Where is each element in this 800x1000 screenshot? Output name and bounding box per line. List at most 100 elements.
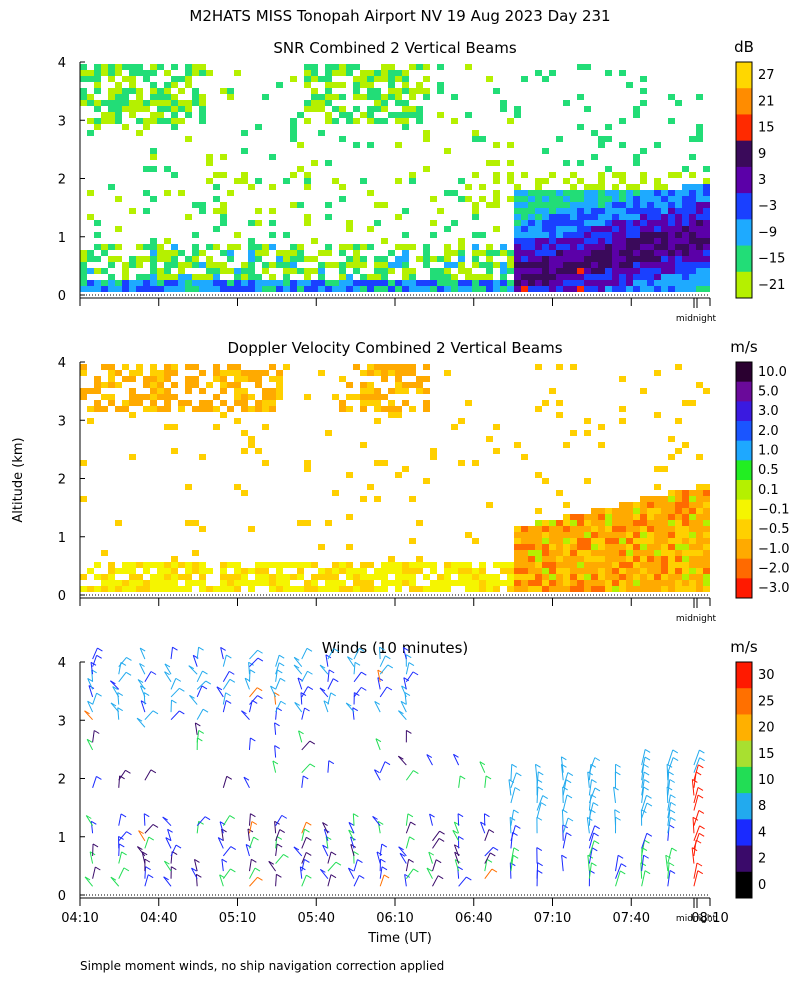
data-cell <box>563 538 570 544</box>
wind-barb-flag <box>230 846 237 850</box>
data-cell <box>605 124 612 130</box>
wind-barb <box>170 687 180 698</box>
data-cell <box>234 562 241 568</box>
data-cell <box>80 76 87 82</box>
data-cell <box>633 526 640 532</box>
data-cell <box>395 94 402 100</box>
data-cell <box>570 430 577 436</box>
data-cell <box>472 208 479 214</box>
data-cell <box>528 526 535 532</box>
data-cell <box>290 268 297 274</box>
data-cell <box>192 70 199 76</box>
wind-barb <box>248 813 251 826</box>
data-cell <box>409 244 416 250</box>
data-cell <box>178 268 185 274</box>
data-cell <box>129 394 136 400</box>
data-cell <box>682 256 689 262</box>
data-cell <box>374 364 381 370</box>
wind-barb-flag <box>594 825 600 830</box>
data-cell <box>563 286 570 292</box>
wind-barb <box>352 813 355 826</box>
data-cell <box>129 100 136 106</box>
wind-barb-flag <box>592 847 598 852</box>
data-cell <box>654 550 661 556</box>
wind-barb <box>222 700 227 713</box>
data-cell <box>388 568 395 574</box>
data-cell <box>633 550 640 556</box>
data-cell <box>423 256 430 262</box>
wind-barb <box>588 787 596 804</box>
wind-barb-flag <box>125 671 132 676</box>
data-cell <box>374 88 381 94</box>
data-cell <box>556 202 563 208</box>
wind-barb-flag <box>167 828 173 833</box>
data-cell <box>227 286 234 292</box>
data-cell <box>626 544 633 550</box>
colorbar-swatch <box>736 499 752 520</box>
data-cell <box>206 280 213 286</box>
data-cell <box>115 520 122 526</box>
data-cell <box>374 202 381 208</box>
data-cell <box>360 400 367 406</box>
data-cell <box>108 382 115 388</box>
data-cell <box>661 574 668 580</box>
wind-barb-flag <box>141 851 148 856</box>
data-cell <box>577 574 584 580</box>
data-cell <box>360 112 367 118</box>
data-cell <box>255 178 262 184</box>
data-cell <box>220 88 227 94</box>
data-cell <box>507 562 514 568</box>
midnight-label: midnight <box>676 314 717 324</box>
data-cell <box>577 232 584 238</box>
data-cell <box>290 136 297 142</box>
data-cell <box>115 568 122 574</box>
data-cell <box>535 232 542 238</box>
data-cell <box>626 202 633 208</box>
data-cell <box>143 244 150 250</box>
data-cell <box>325 82 332 88</box>
data-cell <box>164 388 171 394</box>
wind-barb <box>536 795 544 811</box>
wind-barb <box>588 840 595 857</box>
data-cell <box>115 286 122 292</box>
y-tick-label: 3 <box>58 414 66 429</box>
wind-barb-flag <box>110 876 117 881</box>
data-cell <box>633 562 640 568</box>
data-cell <box>675 574 682 580</box>
data-cell <box>248 256 255 262</box>
data-cell <box>402 466 409 472</box>
colorbar-swatch <box>736 662 752 689</box>
wind-barb <box>319 664 329 675</box>
data-cell <box>318 268 325 274</box>
data-cell <box>171 94 178 100</box>
data-cell <box>514 442 521 448</box>
data-cell <box>248 262 255 268</box>
data-cell <box>640 190 647 196</box>
data-cell <box>213 394 220 400</box>
data-cell <box>423 64 430 70</box>
wind-barb-flag <box>488 829 495 834</box>
wind-barb-flag <box>330 851 337 856</box>
data-cell <box>675 280 682 286</box>
data-cell <box>682 520 689 526</box>
data-cell <box>269 280 276 286</box>
wind-barb <box>222 654 227 667</box>
data-cell <box>486 502 493 508</box>
wind-barb-flag <box>593 840 600 845</box>
data-cell <box>150 388 157 394</box>
wind-barb-flag <box>143 813 150 818</box>
colorbar-tick-label: −1.0 <box>758 542 790 557</box>
data-cell <box>577 274 584 280</box>
wind-barb-flag <box>594 787 601 792</box>
data-cell <box>696 514 703 520</box>
data-cell <box>556 256 563 262</box>
data-cell <box>143 580 150 586</box>
data-cell <box>493 280 500 286</box>
data-cell <box>304 520 311 526</box>
data-cell <box>381 580 388 586</box>
wind-barb <box>667 809 671 826</box>
data-cell <box>171 262 178 268</box>
data-cell <box>535 580 542 586</box>
data-cell <box>360 586 367 592</box>
data-cell <box>150 580 157 586</box>
